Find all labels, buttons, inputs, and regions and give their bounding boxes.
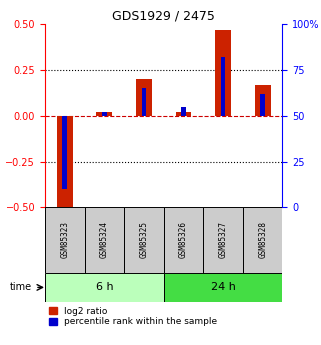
Bar [260, 94, 265, 116]
Bar [96, 112, 112, 116]
Title: GDS1929 / 2475: GDS1929 / 2475 [112, 10, 215, 23]
Legend: log2 ratio, percentile rank within the sample: log2 ratio, percentile rank within the s… [49, 307, 217, 326]
Bar [243, 207, 282, 273]
Text: 24 h: 24 h [211, 283, 236, 293]
Text: 6 h: 6 h [96, 283, 113, 293]
Bar [176, 112, 191, 116]
Bar [57, 116, 73, 211]
Text: GSM85327: GSM85327 [219, 221, 228, 258]
Bar [203, 207, 243, 273]
Text: GSM85325: GSM85325 [139, 221, 148, 258]
Bar [142, 88, 146, 116]
Bar [164, 207, 203, 273]
Bar [181, 107, 186, 116]
Bar [124, 207, 164, 273]
Text: GSM85324: GSM85324 [100, 221, 109, 258]
Text: GSM85326: GSM85326 [179, 221, 188, 258]
Bar [62, 116, 67, 189]
Bar [255, 85, 271, 116]
Text: GSM85328: GSM85328 [258, 221, 267, 258]
Bar [221, 57, 225, 116]
Bar [45, 273, 164, 302]
Bar [84, 207, 124, 273]
Text: GSM85323: GSM85323 [60, 221, 69, 258]
Bar [102, 112, 107, 116]
Bar [45, 207, 84, 273]
Bar [164, 273, 282, 302]
Bar [136, 79, 152, 116]
Text: time: time [10, 283, 32, 293]
Bar [215, 30, 231, 116]
